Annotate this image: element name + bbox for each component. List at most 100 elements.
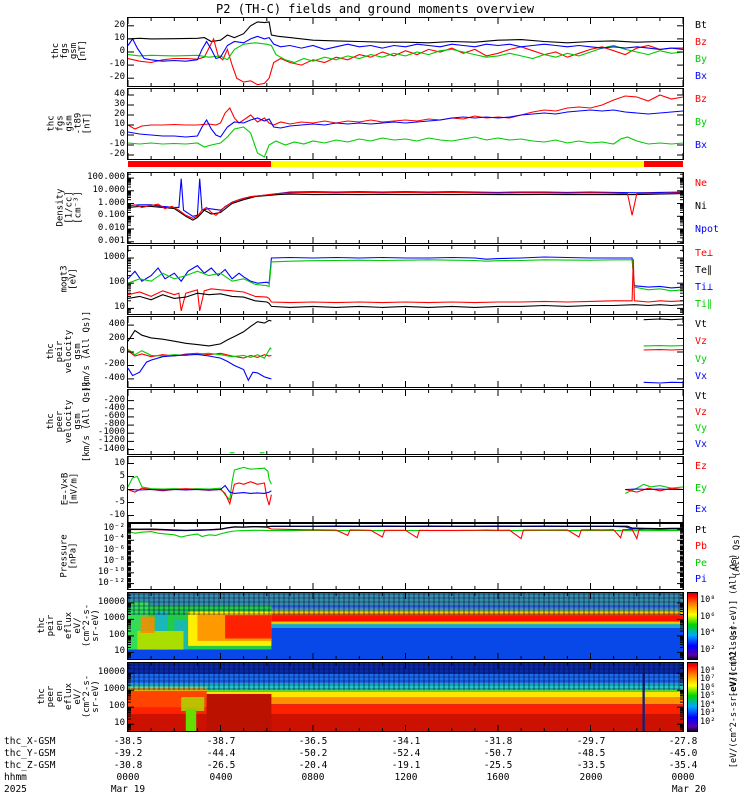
fgs-gsm-series-Bx [128,35,683,62]
peir-spectrogram-band [271,608,683,612]
fgs-gsm-legend-Bz: Bz [695,37,708,48]
peir-velocity-ytick-label: 0 [119,346,125,356]
peer-spectrogram-colorbar-unit: [eV/(cm^2-s-sr-eV)] (All Qs) [729,624,740,768]
peir-velocity-panel [127,316,684,388]
xaxis-value: 0000 [671,772,695,783]
fgs-gsm-legend-Bt: Bt [695,20,708,31]
peir-spectrogram-ytick-label: 10 [114,646,125,656]
peir-spectrogram-colorbar-tick: 10⁴ [700,628,716,638]
peer-velocity-ytick-label: -800 [103,419,125,429]
peer-spectrogram-colorbar-tick: 10⁵ [700,691,716,701]
peer-spectrogram-band [128,704,683,714]
peir-velocity-series-Vz [128,350,272,359]
temperature-ytick-label: 1000 [103,252,125,262]
xaxis-value: -33.5 [576,760,606,771]
peer-spectrogram-ytick-label: 1000 [103,684,125,694]
fgs-gsm-series-Bz [128,37,683,86]
peir-spectrogram-ytick-label: 10000 [97,597,125,607]
xaxis-value: -39.2 [113,748,143,759]
fgs-gsm-t89-legend-By: By [695,117,708,128]
peer-spectrogram-colorbar-tick: 10² [700,717,716,727]
temperature-series-Te_perp [128,259,683,312]
xaxis-date-start: Mar 19 [110,784,146,795]
fgs-gsm-t89-series-Bx [128,109,683,138]
peer-velocity-ytick-label: -200 [103,395,125,405]
temperature-series-Te_par [128,292,683,308]
fgs-gsm-t89-ytick-label: 0 [119,129,125,139]
xaxis-value: -30.8 [113,760,143,771]
peer-velocity-ytick-label: -1400 [97,444,125,454]
pressure-legend-Pi: Pi [695,574,708,585]
peer-spectrogram-band [128,697,683,705]
quality-bar-segment [128,161,272,167]
fgs-gsm-t89-ytick-label: 40 [114,89,125,99]
peir-spectrogram-band [225,615,272,639]
fgs-gsm-legend-By: By [695,54,708,65]
fgs-gsm-ytick-label: -20 [108,72,125,82]
peer-spectrogram-colorbar-tick: 10⁸ [700,666,716,676]
fgs-gsm-t89-ytick-label: -10 [108,139,125,149]
fgs-gsm-t89-ytick-label: -20 [108,149,125,159]
efield-legend-Ez: Ez [695,461,708,472]
fgs-gsm-ytick-label: 10 [114,33,125,43]
peir-spectrogram-colorbar [687,592,698,660]
fgs-gsm-t89-series-Bz [128,94,683,130]
peir-spectrogram-ytick-label: 100 [108,630,125,640]
peer-velocity-panel [127,389,684,455]
peer-velocity-legend-Vx: Vx [695,439,708,450]
pressure-legend-Pb: Pb [695,541,708,552]
density-ytick-label: 0.010 [97,223,125,233]
peir-spectrogram-band [140,616,155,633]
peer-spectrogram-ytick-label: 10 [114,718,125,728]
xaxis-value: -26.5 [206,760,236,771]
density-plot-area [128,173,683,243]
temperature-legend-Ti⊥: Ti⊥ [695,282,714,293]
peer-spectrogram-ylabel: thc peer en eflux eV/ (cm^2-s- sr-eV) [37,674,102,718]
peer-spectrogram-band [181,697,205,711]
density-ytick-label: 100.000 [87,172,125,182]
xaxis-value: -35.4 [668,760,698,771]
fgs-gsm-t89-series-By [128,126,683,158]
xaxis-value: -38.5 [113,736,143,747]
fgs-gsm-t89-panel [127,88,684,160]
peir-spectrogram-plot-area [128,593,683,659]
peer-spectrogram-band [128,688,683,692]
pressure-ytick-label: 10⁻⁴ [103,534,125,544]
peir-spectrogram-ytick-label: 1000 [103,613,125,623]
peer-velocity-ytick-label: -400 [103,403,125,413]
efield-ytick-label: 10 [114,458,125,468]
peer-spectrogram-plot-area [128,663,683,731]
density-ytick-label: 10.000 [92,185,125,195]
peer-spectrogram-colorbar-tick: 10⁴ [700,700,716,710]
xaxis-value: -38.7 [206,736,236,747]
xaxis-value: -44.4 [206,748,236,759]
peer-spectrogram-colorbar-tick: 10³ [700,708,716,718]
xaxis-value: -50.2 [298,748,328,759]
temperature-legend-Te∥: Te∥ [695,265,713,276]
pressure-plot-area [128,524,683,589]
peer-velocity-ytick-label: -600 [103,411,125,421]
xaxis-value: -27.8 [668,736,698,747]
fgs-gsm-t89-ytick-label: 30 [114,99,125,109]
xaxis-value: -36.5 [298,736,328,747]
density-series-Ne [128,191,683,219]
peir-spectrogram-band [271,623,683,628]
fgs-gsm-t89-legend-Bx: Bx [695,140,708,151]
pressure-right-note-wrap: (All Qs) [728,523,748,588]
density-series-Npot [128,178,683,217]
peir-spectrogram-panel [127,592,684,660]
peir-velocity-ytick-label: 200 [108,333,125,343]
density-legend-Npot: Npot [695,224,720,235]
xaxis-value: 1600 [486,772,510,783]
peir-velocity-series-Vx [643,381,683,384]
peir-velocity-ytick-label: -400 [103,373,125,383]
quality-bar-segment [643,161,683,167]
xaxis-row-label-thc_X-GSM: thc_X-GSM [4,736,56,747]
efield-ytick-label: 5 [119,471,125,481]
plot-title: P2 (TH-C) fields and ground moments over… [216,2,534,16]
efield-legend-Ex: Ex [695,504,708,515]
efield-ytick-label: -10 [108,510,125,520]
temperature-panel [127,245,684,315]
peir-spectrogram-colorbar-tick: 10⁸ [700,595,716,605]
quality-bar-segment [271,161,644,167]
